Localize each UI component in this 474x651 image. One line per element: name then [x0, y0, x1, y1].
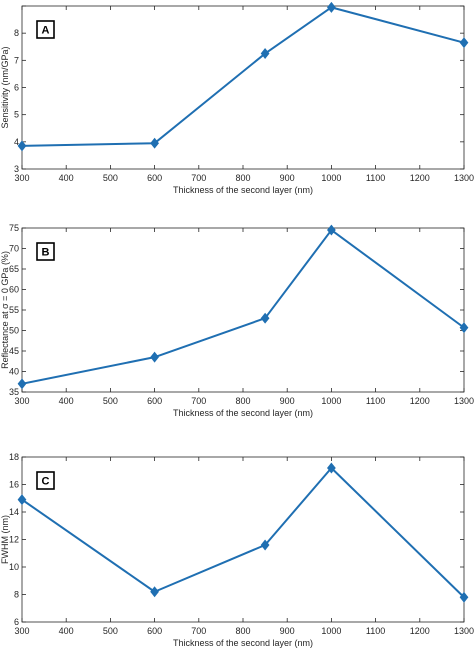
x-tick-label: 900: [280, 173, 295, 183]
data-point: [327, 1, 336, 13]
panel-letter: C: [42, 476, 50, 488]
x-tick-label: 1000: [321, 173, 341, 183]
data-point: [150, 351, 159, 363]
x-tick-label: 300: [14, 396, 29, 406]
x-tick-label: 1000: [321, 626, 341, 636]
data-point: [459, 322, 469, 334]
y-tick-label: 75: [9, 223, 19, 233]
y-tick-label: 3: [14, 164, 19, 174]
x-tick-label: 500: [103, 626, 118, 636]
y-tick-label: 10: [9, 562, 19, 572]
data-point: [17, 378, 27, 390]
data-point: [327, 462, 336, 474]
y-tick-label: 5: [14, 110, 19, 120]
x-tick-label: 700: [191, 396, 206, 406]
x-tick-label: 1200: [410, 626, 430, 636]
panel-a: 300 400 500 600 700 800 900 1000 1100 1200 1300 3 4 5…: [0, 1, 474, 195]
data-point: [17, 494, 27, 506]
x-tick-label: 1100: [366, 626, 385, 636]
x-tick-label: 1300: [454, 396, 474, 406]
y-tick-label: 40: [9, 367, 19, 377]
data-point: [260, 48, 270, 60]
y-axis-label: FWHM (nm): [0, 515, 10, 564]
y-axis-label: Reflectance at σ = 0 GPa (%): [0, 251, 10, 369]
x-tick-label: 700: [191, 173, 206, 183]
x-tick-label: 500: [103, 396, 118, 406]
x-tick-label: 600: [147, 173, 162, 183]
panel-letter-box: [36, 20, 55, 39]
panel-b: 300 400 500 600 700 800 900 1000 1100 1200 1300 35 4…: [0, 223, 474, 418]
y-tick-label: 6: [14, 617, 19, 627]
series-line: [21, 6, 465, 147]
x-tick-label: 700: [191, 626, 206, 636]
y-tick-label: 7: [14, 55, 19, 65]
x-tick-label: 800: [235, 396, 250, 406]
x-tick-label: 600: [147, 396, 162, 406]
plot-frame: [21, 456, 465, 623]
x-tick-label: 300: [14, 173, 29, 183]
x-tick-label: 800: [235, 173, 250, 183]
x-tick-label: 900: [280, 626, 295, 636]
y-axis-label: Sensitivity (nm/GPa): [0, 46, 10, 128]
y-tick-label: 8: [14, 590, 19, 600]
x-tick-label: 600: [147, 626, 162, 636]
y-tick-label: 60: [9, 285, 19, 295]
series-line: [21, 467, 465, 598]
y-tick-label: 16: [9, 480, 19, 490]
y-tick-label: 12: [9, 535, 19, 545]
x-tick-label: 1300: [454, 626, 474, 636]
x-tick-label: 1200: [410, 396, 430, 406]
y-tick-label: 4: [14, 137, 19, 147]
x-tick-label: 1200: [410, 173, 430, 183]
x-axis-label: Thickness of the second layer (nm): [173, 185, 313, 195]
y-tick-label: 8: [14, 28, 19, 38]
data-point: [150, 586, 159, 598]
panel-letter-box: [36, 242, 55, 261]
x-tick-label: 400: [59, 396, 74, 406]
data-point: [459, 37, 469, 49]
y-tick-label: 50: [9, 326, 19, 336]
panel-letter-box: [36, 471, 55, 490]
y-tick-label: 35: [9, 387, 19, 397]
data-point: [17, 140, 27, 152]
data-point: [260, 312, 270, 324]
data-point: [150, 137, 159, 149]
data-point: [459, 591, 469, 603]
y-tick-label: 45: [9, 346, 19, 356]
y-tick-label: 65: [9, 264, 19, 274]
y-tick-label: 18: [9, 452, 19, 462]
x-axis-label: Thickness of the second layer (nm): [173, 638, 313, 648]
x-tick-label: 1100: [366, 396, 385, 406]
plot-frame: [21, 227, 465, 393]
data-point: [327, 224, 336, 236]
panel-c: 300 400 500 600 700 800 900 1000 1100 1200 1300 6 8 1…: [0, 452, 474, 648]
panel-letter: B: [42, 247, 50, 259]
y-tick-label: 14: [9, 507, 19, 517]
series-line: [21, 229, 465, 385]
x-tick-label: 900: [280, 396, 295, 406]
x-axis-label: Thickness of the second layer (nm): [173, 408, 313, 418]
y-tick-label: 6: [14, 83, 19, 93]
x-tick-label: 1000: [321, 396, 341, 406]
data-point: [260, 539, 270, 551]
x-tick-label: 300: [14, 626, 29, 636]
x-tick-label: 1100: [366, 173, 385, 183]
x-tick-label: 400: [59, 173, 74, 183]
x-tick-label: 1300: [454, 173, 474, 183]
x-tick-label: 500: [103, 173, 118, 183]
x-tick-label: 800: [235, 626, 250, 636]
y-tick-label: 55: [9, 305, 19, 315]
x-tick-label: 400: [59, 626, 74, 636]
panel-letter: A: [42, 25, 50, 37]
y-tick-label: 70: [9, 244, 19, 254]
